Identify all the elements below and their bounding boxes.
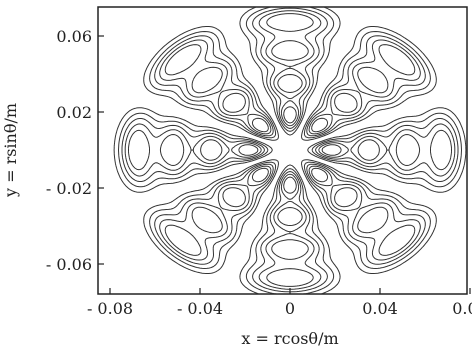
- contour-level-2: [121, 7, 459, 293]
- x-tick-label-2: 0: [285, 299, 295, 318]
- contour-level-3: [124, 10, 456, 290]
- x-tick-label-4: 0.08: [452, 299, 472, 318]
- contour-level-1: [118, 7, 462, 294]
- contour-level-0: [113, 7, 467, 294]
- x-tick-label-3: 0.04: [362, 299, 398, 318]
- x-tick-label-0: - 0.08: [87, 299, 133, 318]
- x-tick-label-1: - 0.04: [177, 299, 223, 318]
- x-axis-label: x = rcosθ/m: [241, 329, 338, 348]
- y-tick-label-0: 0.06: [56, 27, 92, 46]
- axis-ticks: [98, 35, 471, 294]
- contour-lines: [113, 7, 467, 294]
- plot-frame: [97, 6, 468, 295]
- y-tick-label-2: - 0.02: [46, 179, 92, 198]
- y-tick-label-1: 0.02: [56, 103, 92, 122]
- contour-level-4: [128, 13, 452, 287]
- y-axis-label: y = rsinθ/m: [1, 103, 20, 198]
- tick-labels: - 0.08 - 0.04 0 0.04 0.08 0.06 0.02 - 0.02 - 0.0…: [46, 27, 472, 318]
- y-tick-label-3: - 0.06: [46, 255, 92, 274]
